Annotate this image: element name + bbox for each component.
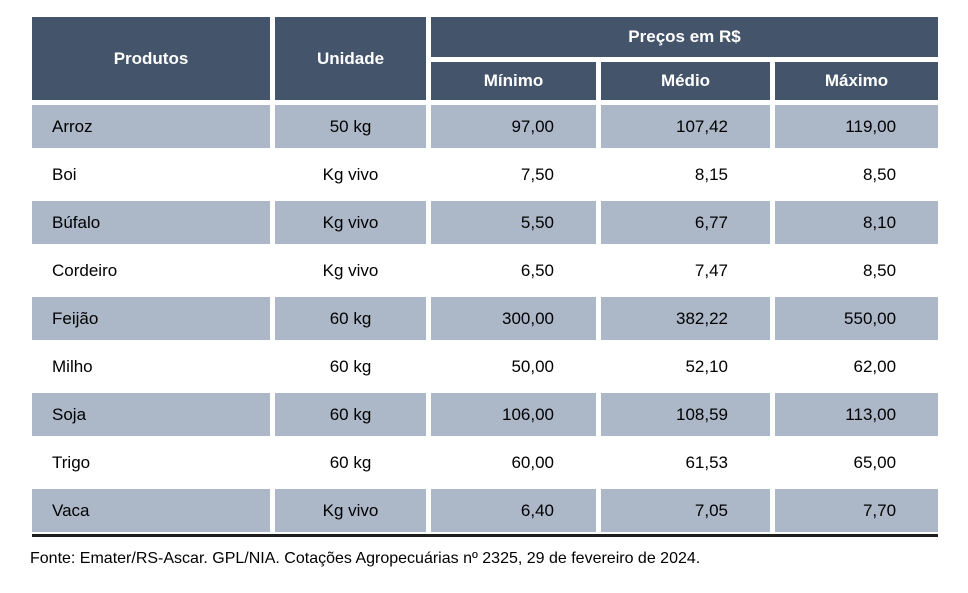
product-cell: Boi [32,153,270,196]
min-price-cell: 97,00 [431,105,596,148]
column-header-produtos: Produtos [32,17,270,100]
product-cell: Feijão [32,297,270,340]
max-price-cell: 7,70 [775,489,939,532]
column-header-medio: Médio [601,62,770,100]
max-price-cell: 550,00 [775,297,939,340]
min-price-cell: 6,40 [431,489,596,532]
table-row: Trigo 60 kg 60,00 61,53 65,00 [32,441,939,484]
avg-price-cell: 7,47 [601,249,770,292]
table-row: Vaca Kg vivo 6,40 7,05 7,70 [32,489,939,532]
min-price-cell: 106,00 [431,393,596,436]
price-table-header: Produtos Unidade Preços em R$ Mínimo Méd… [32,17,939,100]
unit-cell: 60 kg [275,441,426,484]
avg-price-cell: 108,59 [601,393,770,436]
max-price-cell: 8,50 [775,153,939,196]
column-header-unidade: Unidade [275,17,426,100]
unit-cell: Kg vivo [275,489,426,532]
avg-price-cell: 6,77 [601,201,770,244]
table-row: Milho 60 kg 50,00 52,10 62,00 [32,345,939,388]
avg-price-cell: 382,22 [601,297,770,340]
product-cell: Cordeiro [32,249,270,292]
column-header-minimo: Mínimo [431,62,596,100]
max-price-cell: 65,00 [775,441,939,484]
avg-price-cell: 52,10 [601,345,770,388]
min-price-cell: 300,00 [431,297,596,340]
unit-cell: Kg vivo [275,249,426,292]
max-price-cell: 8,50 [775,249,939,292]
price-table: Produtos Unidade Preços em R$ Mínimo Méd… [27,12,943,537]
unit-cell: 60 kg [275,393,426,436]
avg-price-cell: 8,15 [601,153,770,196]
product-cell: Milho [32,345,270,388]
column-header-maximo: Máximo [775,62,939,100]
product-cell: Soja [32,393,270,436]
table-row: Boi Kg vivo 7,50 8,15 8,50 [32,153,939,196]
table-bottom-rule [32,534,938,537]
max-price-cell: 119,00 [775,105,939,148]
table-row: Arroz 50 kg 97,00 107,42 119,00 [32,105,939,148]
max-price-cell: 62,00 [775,345,939,388]
price-table-body: Arroz 50 kg 97,00 107,42 119,00 Boi Kg v… [32,105,939,532]
unit-cell: 60 kg [275,297,426,340]
avg-price-cell: 7,05 [601,489,770,532]
min-price-cell: 7,50 [431,153,596,196]
unit-cell: Kg vivo [275,153,426,196]
table-row: Cordeiro Kg vivo 6,50 7,47 8,50 [32,249,939,292]
column-group-precos-em-rs: Preços em R$ [431,17,939,57]
header-row-sub: Mínimo Médio Máximo [32,62,939,100]
header-row-group: Produtos Unidade Preços em R$ [32,17,939,100]
max-price-cell: 113,00 [775,393,939,436]
unit-cell: 50 kg [275,105,426,148]
unit-cell: Kg vivo [275,201,426,244]
min-price-cell: 50,00 [431,345,596,388]
product-cell: Arroz [32,105,270,148]
unit-cell: 60 kg [275,345,426,388]
avg-price-cell: 107,42 [601,105,770,148]
min-price-cell: 6,50 [431,249,596,292]
table-row: Soja 60 kg 106,00 108,59 113,00 [32,393,939,436]
product-cell: Trigo [32,441,270,484]
product-cell: Vaca [32,489,270,532]
min-price-cell: 5,50 [431,201,596,244]
min-price-cell: 60,00 [431,441,596,484]
max-price-cell: 8,10 [775,201,939,244]
table-row: Búfalo Kg vivo 5,50 6,77 8,10 [32,201,939,244]
source-note: Fonte: Emater/RS-Ascar. GPL/NIA. Cotaçõe… [30,550,701,567]
table-row: Feijão 60 kg 300,00 382,22 550,00 [32,297,939,340]
product-cell: Búfalo [32,201,270,244]
avg-price-cell: 61,53 [601,441,770,484]
